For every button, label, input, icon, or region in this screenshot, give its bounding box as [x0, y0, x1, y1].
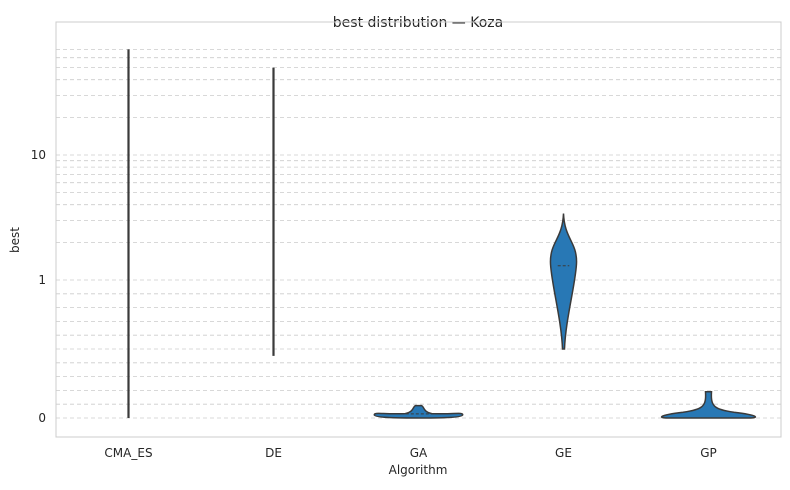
x-axis-label: Algorithm: [389, 463, 448, 477]
x-tick-labels: CMA_ES DE GA GE GP: [104, 446, 716, 460]
y-tick-label: 10: [31, 148, 46, 162]
x-tick-label: CMA_ES: [104, 446, 152, 460]
violins: [127, 49, 757, 419]
plot-frame: [55, 21, 782, 438]
y-tick-labels: 0 1 10: [31, 148, 46, 425]
violin-ga: [373, 404, 464, 419]
y-tick-label: 0: [38, 411, 46, 425]
violin-ge: [549, 213, 578, 350]
grid-lines: [56, 49, 781, 419]
x-tick-label: GA: [410, 446, 428, 460]
violin-gp: [660, 391, 757, 419]
chart-title: best distribution — Koza: [333, 15, 503, 31]
x-tick-label: GE: [555, 446, 572, 460]
y-axis-label: best: [8, 227, 22, 253]
y-tick-label: 1: [38, 273, 46, 287]
x-tick-label: GP: [700, 446, 717, 460]
x-tick-label: DE: [265, 446, 282, 460]
